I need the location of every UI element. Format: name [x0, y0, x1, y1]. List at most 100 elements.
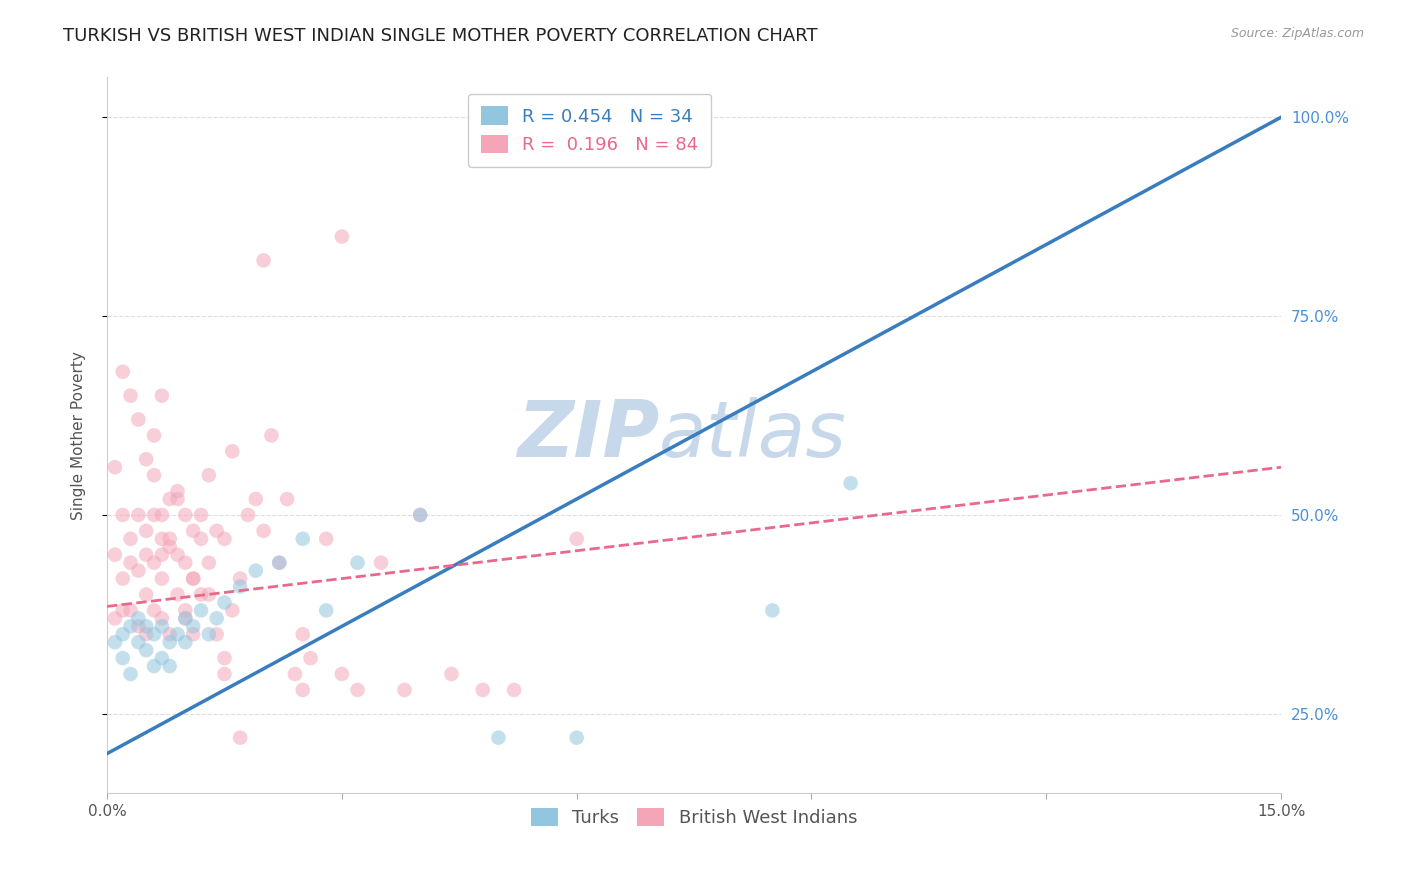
Point	[166, 627, 188, 641]
Point	[330, 229, 353, 244]
Point	[440, 667, 463, 681]
Point	[260, 428, 283, 442]
Point	[127, 564, 149, 578]
Point	[104, 611, 127, 625]
Point	[245, 564, 267, 578]
Point	[269, 556, 291, 570]
Point	[135, 524, 157, 538]
Point	[150, 508, 173, 522]
Point	[135, 452, 157, 467]
Point	[330, 667, 353, 681]
Point	[150, 651, 173, 665]
Point	[150, 389, 173, 403]
Point	[346, 556, 368, 570]
Point	[127, 619, 149, 633]
Point	[221, 444, 243, 458]
Point	[166, 548, 188, 562]
Point	[159, 659, 181, 673]
Legend: Turks, British West Indians: Turks, British West Indians	[523, 801, 865, 834]
Point	[198, 627, 221, 641]
Point	[143, 556, 166, 570]
Point	[120, 389, 142, 403]
Point	[104, 548, 127, 562]
Point	[104, 635, 127, 649]
Point	[159, 635, 181, 649]
Point	[104, 460, 127, 475]
Point	[486, 731, 509, 745]
Point	[291, 627, 314, 641]
Point	[229, 572, 252, 586]
Point	[229, 731, 252, 745]
Point	[190, 603, 212, 617]
Point	[409, 508, 432, 522]
Point	[143, 468, 166, 483]
Y-axis label: Single Mother Poverty: Single Mother Poverty	[72, 351, 86, 520]
Point	[150, 532, 173, 546]
Point	[205, 611, 228, 625]
Point	[503, 682, 526, 697]
Point	[127, 611, 149, 625]
Point	[120, 667, 142, 681]
Point	[276, 491, 298, 506]
Point	[150, 572, 173, 586]
Point	[315, 532, 337, 546]
Point	[252, 253, 274, 268]
Point	[181, 619, 204, 633]
Point	[565, 731, 588, 745]
Text: ZIP: ZIP	[516, 398, 659, 474]
Point	[181, 572, 204, 586]
Point	[174, 635, 197, 649]
Point	[135, 548, 157, 562]
Point	[174, 508, 197, 522]
Point	[111, 508, 134, 522]
Point	[214, 667, 236, 681]
Point	[229, 580, 252, 594]
Point	[166, 484, 188, 499]
Point	[166, 491, 188, 506]
Point	[181, 627, 204, 641]
Point	[111, 627, 134, 641]
Point	[166, 587, 188, 601]
Point	[159, 491, 181, 506]
Point	[284, 667, 307, 681]
Point	[269, 556, 291, 570]
Point	[214, 532, 236, 546]
Point	[120, 556, 142, 570]
Point	[214, 595, 236, 609]
Point	[159, 532, 181, 546]
Text: Source: ZipAtlas.com: Source: ZipAtlas.com	[1230, 27, 1364, 40]
Point	[159, 540, 181, 554]
Point	[111, 572, 134, 586]
Point	[565, 532, 588, 546]
Point	[245, 491, 267, 506]
Point	[120, 619, 142, 633]
Point	[181, 572, 204, 586]
Point	[135, 627, 157, 641]
Point	[291, 682, 314, 697]
Point	[143, 603, 166, 617]
Point	[135, 587, 157, 601]
Point	[761, 603, 783, 617]
Point	[174, 556, 197, 570]
Point	[159, 627, 181, 641]
Point	[143, 508, 166, 522]
Point	[174, 611, 197, 625]
Point	[394, 682, 416, 697]
Point	[111, 651, 134, 665]
Point	[214, 651, 236, 665]
Point	[198, 587, 221, 601]
Point	[291, 532, 314, 546]
Point	[198, 468, 221, 483]
Point	[143, 627, 166, 641]
Point	[205, 524, 228, 538]
Point	[221, 603, 243, 617]
Point	[370, 556, 392, 570]
Point	[174, 611, 197, 625]
Point	[236, 508, 259, 522]
Point	[315, 603, 337, 617]
Text: TURKISH VS BRITISH WEST INDIAN SINGLE MOTHER POVERTY CORRELATION CHART: TURKISH VS BRITISH WEST INDIAN SINGLE MO…	[63, 27, 818, 45]
Point	[143, 428, 166, 442]
Point	[120, 532, 142, 546]
Point	[839, 476, 862, 491]
Point	[346, 682, 368, 697]
